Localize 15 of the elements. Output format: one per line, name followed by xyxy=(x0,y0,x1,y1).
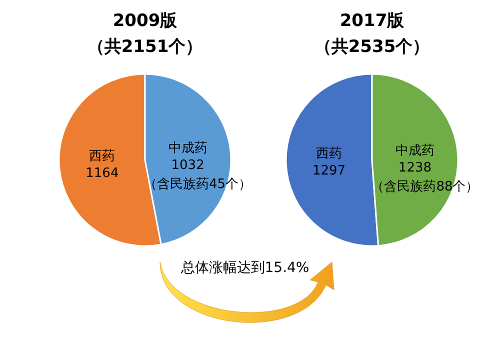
data-label: 1238 xyxy=(398,160,432,176)
text: （含民族药45个） xyxy=(144,176,252,192)
slice-label: 中成药 xyxy=(168,140,208,156)
data-label: 1032 xyxy=(171,158,204,173)
chart-subtitle: （共2535个） xyxy=(314,37,430,57)
slice-label: 西药 xyxy=(316,146,342,162)
slice-label: 西药 xyxy=(89,149,116,164)
data-label: 1297 xyxy=(312,164,346,179)
text: （含民族药88个） xyxy=(371,179,479,194)
slice-label: 中成药 xyxy=(395,143,434,158)
chart-title: 2017版 xyxy=(340,11,406,31)
chart-subtitle: （共2151个） xyxy=(87,37,203,57)
text: 总体涨幅达到15.4% xyxy=(180,260,310,276)
chart-title: 2009版 xyxy=(112,11,178,31)
data-label: 1164 xyxy=(86,166,119,182)
